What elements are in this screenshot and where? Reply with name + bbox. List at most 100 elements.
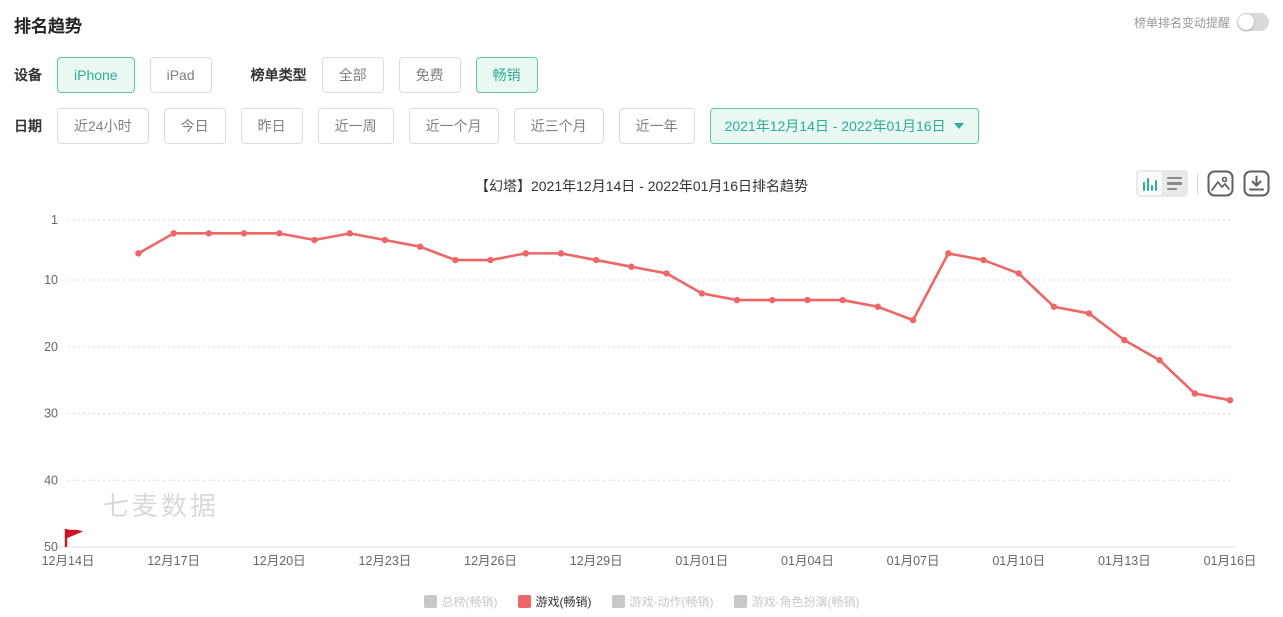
legend-item[interactable]: 游戏-角色扮演(畅销) [733, 593, 860, 610]
legend-label: 总榜(畅销) [441, 595, 498, 609]
chart-type-option-all[interactable]: 全部 [321, 57, 384, 93]
data-point[interactable] [1191, 390, 1198, 397]
x-axis-tick: 01月16日 [1204, 554, 1257, 568]
data-point[interactable] [276, 230, 283, 237]
date-range-picker[interactable]: 2021年12月14日 - 2022年01月16日 [709, 108, 979, 144]
bar-chart-icon [1143, 182, 1145, 191]
event-flag-icon[interactable] [64, 529, 83, 547]
y-axis-tick: 40 [44, 473, 58, 487]
legend-label: 游戏-角色扮演(畅销) [751, 595, 860, 609]
device-option-iphone[interactable]: iPhone [57, 57, 135, 93]
data-point[interactable] [381, 236, 389, 244]
date-range-value: 2021年12月14日 - 2022年01月16日 [724, 118, 946, 134]
y-axis-tick: 1 [51, 213, 58, 227]
data-point[interactable] [874, 303, 882, 310]
bar-chart-view-button[interactable] [1138, 172, 1162, 195]
legend-swatch [423, 595, 437, 608]
list-icon [1167, 176, 1182, 180]
legend-label: 游戏-动作(畅销) [629, 595, 714, 609]
chart-type-label: 榜单类型 [250, 67, 307, 83]
chart-type-option-free[interactable]: 免费 [398, 57, 461, 93]
y-axis-tick: 10 [44, 273, 58, 287]
x-axis-tick: 12月29日 [570, 554, 623, 568]
data-point[interactable] [1226, 396, 1234, 404]
x-axis-tick: 01月04日 [781, 554, 834, 568]
data-point[interactable] [240, 230, 248, 237]
chart-legend: 总榜(畅销) 游戏(畅销) 游戏-动作(畅销) 游戏-角色扮演(畅销) [0, 593, 1283, 610]
data-point[interactable] [909, 316, 917, 324]
data-point[interactable] [1050, 303, 1058, 310]
data-point[interactable] [733, 296, 741, 304]
date-option-3months[interactable]: 近三个月 [513, 108, 604, 144]
chart-toolbar [1136, 170, 1270, 197]
save-image-button[interactable] [1207, 170, 1234, 197]
data-point[interactable] [1085, 310, 1093, 317]
data-point[interactable] [311, 236, 318, 244]
ranking-alert-label: 榜单排名变动提醒 [1133, 15, 1230, 30]
x-axis-tick: 01月07日 [887, 554, 940, 568]
trend-line [137, 232, 1232, 402]
y-axis-tick: 50 [44, 540, 58, 554]
list-view-button[interactable] [1162, 172, 1186, 195]
data-point[interactable] [804, 296, 811, 304]
data-point[interactable] [522, 250, 529, 257]
device-option-ipad[interactable]: iPad [149, 57, 212, 93]
data-point[interactable] [945, 250, 952, 257]
data-point[interactable] [839, 296, 846, 304]
data-point[interactable] [592, 256, 600, 264]
device-label: 设备 [14, 67, 42, 83]
ranking-alert-group: 榜单排名变动提醒 [1134, 13, 1269, 31]
data-point[interactable] [346, 230, 353, 237]
date-option-month[interactable]: 近一个月 [408, 108, 499, 144]
toolbar-divider [1197, 173, 1198, 194]
date-option-year[interactable]: 近一年 [618, 108, 695, 144]
y-axis-tick: 20 [44, 340, 58, 354]
date-filter-row: 日期 近24小时 今日 昨日 近一周 近一个月 近三个月 近一年 2021年12… [14, 108, 979, 144]
x-axis-tick: 01月13日 [1098, 554, 1151, 568]
device-filter-row: 设备 iPhone iPad 榜单类型 全部 免费 畅销 [14, 57, 553, 93]
data-point[interactable] [698, 290, 706, 297]
download-icon [1243, 170, 1270, 197]
data-point[interactable] [769, 296, 776, 304]
data-point[interactable] [980, 256, 987, 264]
legend-label: 游戏(畅销) [535, 595, 592, 609]
data-point[interactable] [452, 256, 459, 264]
y-axis-tick: 30 [44, 407, 58, 421]
chart-type-option-grossing[interactable]: 畅销 [475, 57, 538, 93]
legend-swatch [517, 595, 531, 608]
x-axis-tick: 01月01日 [675, 554, 728, 568]
data-point[interactable] [487, 256, 494, 264]
data-point[interactable] [205, 230, 213, 237]
date-option-today[interactable]: 今日 [163, 108, 226, 144]
data-point[interactable] [416, 243, 424, 250]
legend-item[interactable]: 游戏(畅销) [517, 593, 592, 610]
chart-title: 【幻塔】2021年12月14日 - 2022年01月16日排名趋势 [474, 178, 809, 194]
data-point[interactable] [135, 250, 142, 257]
data-point[interactable] [1156, 356, 1163, 364]
page-title: 排名趋势 [14, 17, 82, 36]
date-option-week[interactable]: 近一周 [317, 108, 394, 144]
download-button[interactable] [1243, 170, 1270, 197]
data-point[interactable] [1121, 336, 1128, 344]
legend-item[interactable]: 游戏-动作(畅销) [611, 593, 714, 610]
x-axis-tick: 12月14日 [42, 554, 95, 568]
data-point[interactable] [1015, 270, 1022, 277]
x-axis-tick: 01月10日 [992, 554, 1045, 568]
data-point[interactable] [170, 230, 177, 237]
chart-view-toggle [1136, 170, 1188, 197]
image-icon [1207, 170, 1234, 197]
data-point[interactable] [628, 263, 635, 270]
ranking-alert-toggle[interactable] [1237, 13, 1269, 31]
data-point[interactable] [557, 250, 565, 257]
date-option-yesterday[interactable]: 昨日 [240, 108, 303, 144]
date-option-24h[interactable]: 近24小时 [57, 108, 149, 144]
data-point[interactable] [663, 270, 670, 277]
legend-swatch [611, 595, 625, 608]
legend-swatch [733, 595, 747, 608]
x-axis-tick: 12月26日 [464, 554, 517, 568]
legend-item[interactable]: 总榜(畅销) [423, 593, 498, 610]
x-axis-tick: 12月17日 [147, 554, 200, 568]
toggle-knob [1238, 14, 1254, 30]
